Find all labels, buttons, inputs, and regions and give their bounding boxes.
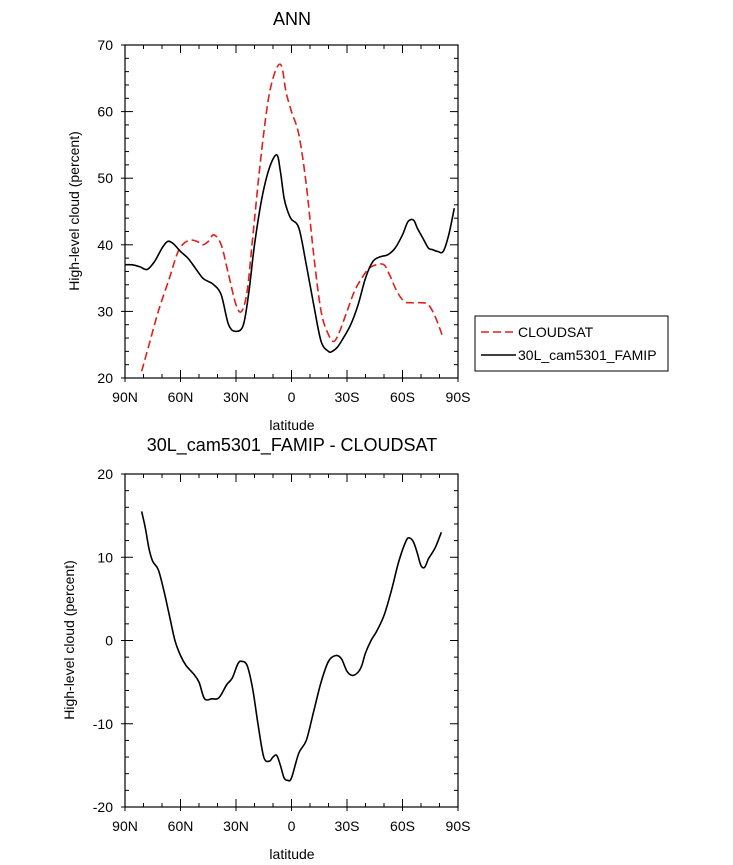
x-tick-label: 90S xyxy=(446,389,471,405)
x-tick-label: 60S xyxy=(390,389,415,405)
bottom-y-tick-labels: -20 -10 0 10 20 xyxy=(93,466,113,815)
legend-box xyxy=(474,315,669,372)
bottom-x-tick-labels: 90N 60N 30N 0 30S 60S 90S xyxy=(112,818,470,834)
x-tick-label: 30N xyxy=(223,818,249,834)
top-series-lines xyxy=(124,63,456,372)
top-y-axis-label: High-level cloud (percent) xyxy=(66,131,82,291)
top-plot-frame xyxy=(124,44,459,379)
y-tick-label: 40 xyxy=(97,237,113,253)
x-tick-label: 90N xyxy=(112,818,138,834)
series-line-30l-cam5301-famip xyxy=(124,154,456,354)
y-tick-label: -10 xyxy=(93,716,113,732)
y-tick-label: 30 xyxy=(97,303,113,319)
bottom-y-axis-label: High-level cloud (percent) xyxy=(61,560,77,720)
y-tick-label: 20 xyxy=(97,466,113,482)
difference-series-line xyxy=(140,511,443,782)
y-tick-label: -20 xyxy=(93,799,113,815)
top-x-axis-label: latitude xyxy=(269,417,314,433)
top-ticks xyxy=(121,44,459,382)
top-panel: ANN 90N 60N 30N 0 30S 60S 90S 20 30 40 50 60 70 lat… xyxy=(66,9,470,433)
bottom-x-axis-label: latitude xyxy=(269,846,314,862)
x-tick-label: 30S xyxy=(335,389,360,405)
legend-label-model: 30L_cam5301_FAMIP xyxy=(518,347,657,363)
bottom-chart-title: 30L_cam5301_FAMIP - CLOUDSAT xyxy=(147,435,437,456)
bottom-ticks xyxy=(121,473,459,811)
series-line-cloudsat xyxy=(140,63,444,372)
x-tick-label: 60S xyxy=(390,818,415,834)
y-tick-label: 10 xyxy=(97,549,113,565)
x-tick-label: 90S xyxy=(446,818,471,834)
legend: CLOUDSAT 30L_cam5301_FAMIP xyxy=(474,315,669,372)
y-tick-label: 20 xyxy=(97,370,113,386)
y-tick-label: 0 xyxy=(105,633,113,649)
top-x-tick-labels: 90N 60N 30N 0 30S 60S 90S xyxy=(112,389,470,405)
x-tick-label: 30S xyxy=(335,818,360,834)
x-tick-label: 0 xyxy=(288,818,296,834)
top-chart-title: ANN xyxy=(273,9,311,29)
y-tick-label: 50 xyxy=(97,170,113,186)
legend-label-cloudsat: CLOUDSAT xyxy=(518,324,594,340)
x-tick-label: 60N xyxy=(168,818,194,834)
y-tick-label: 70 xyxy=(97,37,113,53)
y-tick-label: 60 xyxy=(97,104,113,120)
x-tick-label: 0 xyxy=(288,389,296,405)
x-tick-label: 60N xyxy=(168,389,194,405)
bottom-series-lines xyxy=(140,511,443,782)
top-y-tick-labels: 20 30 40 50 60 70 xyxy=(97,37,113,386)
x-tick-label: 30N xyxy=(223,389,249,405)
x-tick-label: 90N xyxy=(112,389,138,405)
bottom-panel: 30L_cam5301_FAMIP - CLOUDSAT 90N 60N 30N 0 3… xyxy=(61,435,470,862)
